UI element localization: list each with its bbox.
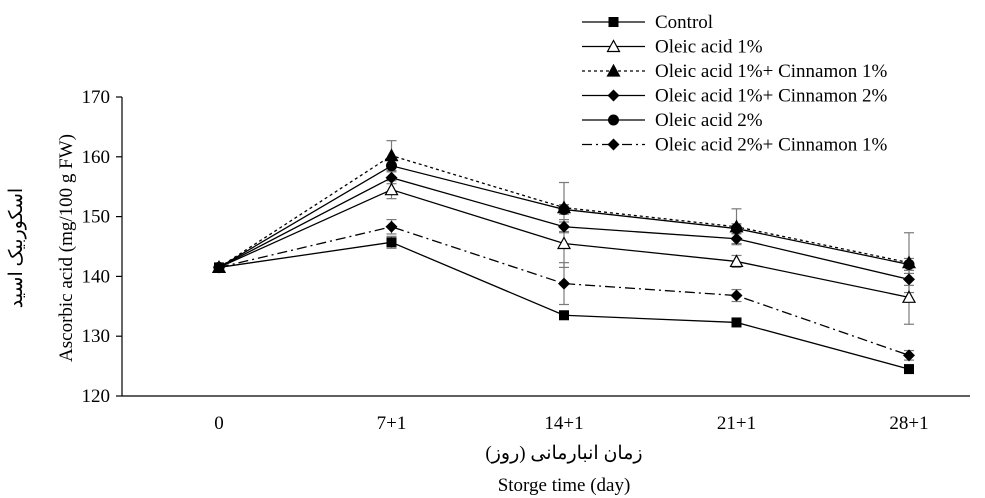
x-tick-label: 28+1	[889, 413, 928, 434]
legend-label: Oleic acid 2%	[655, 110, 763, 131]
x-tick-label: 7+1	[377, 413, 407, 434]
y-tick-label: 160	[82, 147, 111, 168]
y-tick-label: 140	[82, 266, 111, 287]
data-point	[384, 148, 399, 162]
legend-marker	[608, 17, 619, 27]
data-point	[729, 254, 744, 268]
legend-marker	[607, 138, 620, 151]
y-tick-label: 170	[82, 87, 111, 108]
data-point	[213, 261, 225, 274]
y-tick-label: 130	[82, 326, 111, 347]
data-point	[559, 310, 569, 321]
x-axis: 0 7+1 14+1 21+1 28+1	[122, 395, 970, 434]
legend-label: Oleic acid 1%+ Cinnamon 1%	[655, 61, 887, 82]
legend-marker	[606, 39, 621, 53]
data-markers	[211, 148, 917, 375]
error-bars	[386, 140, 914, 361]
legend-label: Control	[655, 12, 713, 33]
x-tick-label: 0	[214, 413, 224, 434]
data-point	[904, 364, 914, 375]
legend: Control Oleic acid 1% Oleic acid 1%+ Cinna…	[582, 12, 887, 156]
data-point	[903, 349, 915, 362]
y-tick-label: 150	[82, 207, 111, 228]
data-point	[386, 237, 397, 248]
legend-marker	[606, 63, 621, 77]
legend-label: Oleic acid 1%+ Cinnamon 2%	[655, 86, 887, 107]
x-tick-label: 14+1	[544, 413, 583, 434]
data-point	[903, 258, 915, 270]
data-point	[901, 290, 917, 303]
legend-label: Oleic acid 2%+ Cinnamon 1%	[655, 135, 887, 156]
y-axis-title: Ascorbic acid (mg/100 g FW)	[56, 134, 77, 362]
data-point	[556, 236, 572, 250]
data-point	[385, 220, 398, 233]
x-axis-title: Storge time (day)	[498, 475, 631, 496]
data-point	[386, 160, 397, 172]
data-point	[384, 182, 399, 196]
legend-marker	[608, 114, 619, 126]
y-tick-label: 120	[82, 386, 111, 407]
y-axis-title-fa: اسکوربیک اسید	[6, 188, 27, 308]
legend-marker	[607, 89, 620, 102]
legend-label: Oleic acid 1%	[655, 37, 763, 58]
data-point	[558, 203, 570, 215]
data-point	[558, 220, 570, 233]
x-tick-label: 21+1	[717, 413, 756, 434]
data-point	[903, 273, 915, 286]
data-point	[558, 277, 570, 290]
data-point	[731, 317, 742, 328]
data-point	[730, 289, 743, 302]
data-point	[731, 223, 742, 235]
y-axis: 120 130 140 150 160 170	[82, 87, 123, 407]
x-axis-title-fa: زمان انبارمانی (روز)	[485, 443, 642, 464]
data-point	[730, 232, 743, 245]
data-point	[385, 171, 398, 184]
